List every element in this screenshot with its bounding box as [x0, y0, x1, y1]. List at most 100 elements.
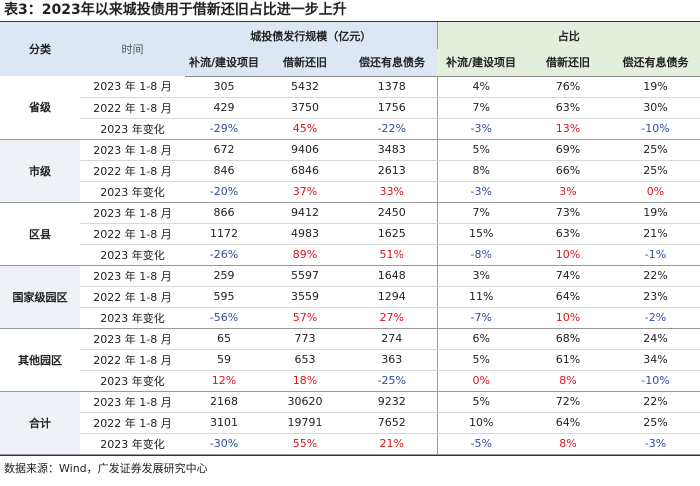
table-row: 2023 年变化 -26% 89% 51% -8% 10% -1%: [0, 244, 700, 266]
table-row: 2022 年 1-8 月 429 3750 1756 7% 63% 30%: [0, 97, 700, 119]
table-row: 2022 年 1-8 月 3101 19791 7652 10% 64% 25%: [0, 412, 700, 434]
value-cell: 21%: [347, 433, 437, 455]
value-cell: -2%: [611, 307, 700, 329]
column-header: 偿还有息债务: [611, 49, 700, 77]
column-header: 补流/建设项目: [437, 49, 525, 77]
value-cell: 68%: [525, 328, 611, 350]
value-cell: 8%: [525, 433, 611, 455]
table-row: 2022 年 1-8 月 1172 4983 1625 15% 63% 21%: [0, 223, 700, 245]
value-cell: 18%: [263, 370, 347, 392]
table-title: 表3：2023年以来城投债用于借新还旧占比进一步上升: [0, 0, 700, 22]
value-cell: 15%: [436, 223, 525, 245]
value-cell: 5432: [263, 76, 347, 98]
value-cell: 8%: [436, 160, 525, 182]
value-cell: -29%: [185, 118, 263, 140]
value-cell: -8%: [436, 244, 525, 266]
value-cell: 0%: [436, 370, 525, 392]
value-cell: 846: [185, 160, 263, 182]
value-cell: 5%: [436, 139, 525, 161]
value-cell: -7%: [436, 307, 525, 329]
time-label: 2022 年 1-8 月: [80, 223, 185, 245]
table-row: 其他园区 2023 年 1-8 月 65 773 274 6% 68% 24%: [0, 328, 700, 392]
value-cell: 7%: [436, 202, 525, 224]
value-cell: 1378: [347, 76, 437, 98]
value-cell: 3559: [263, 286, 347, 308]
table-row: 2023 年变化 -30% 55% 21% -5% 8% -3%: [0, 433, 700, 455]
value-cell: 10%: [525, 244, 611, 266]
time-label: 2023 年变化: [80, 181, 185, 203]
value-cell: 5%: [436, 391, 525, 413]
time-label: 2023 年变化: [80, 244, 185, 266]
time-label: 2022 年 1-8 月: [80, 349, 185, 371]
value-cell: 305: [185, 76, 263, 98]
value-cell: 672: [185, 139, 263, 161]
value-cell: 63%: [525, 97, 611, 119]
time-label: 2023 年 1-8 月: [80, 202, 185, 224]
value-cell: 57%: [263, 307, 347, 329]
header-time: 时间: [80, 22, 185, 76]
value-cell: 1648: [347, 265, 437, 287]
value-cell: -10%: [611, 370, 700, 392]
value-cell: 30%: [611, 97, 700, 119]
value-cell: 22%: [611, 391, 700, 413]
table-row: 市级 2023 年 1-8 月 672 9406 3483 5% 69% 25%: [0, 139, 700, 203]
value-cell: -26%: [185, 244, 263, 266]
source-note: 数据来源：Wind，广发证券发展研究中心: [0, 454, 700, 476]
value-cell: 259: [185, 265, 263, 287]
value-cell: 13%: [525, 118, 611, 140]
value-cell: 64%: [525, 412, 611, 434]
value-cell: 24%: [611, 328, 700, 350]
time-label: 2023 年 1-8 月: [80, 139, 185, 161]
value-cell: 45%: [263, 118, 347, 140]
value-cell: -56%: [185, 307, 263, 329]
column-header: 借新还旧: [263, 49, 347, 77]
time-label: 2023 年变化: [80, 118, 185, 140]
column-header: 偿还有息债务: [347, 49, 437, 77]
value-cell: 653: [263, 349, 347, 371]
value-cell: 2450: [347, 202, 437, 224]
value-cell: 74%: [525, 265, 611, 287]
value-cell: 9232: [347, 391, 437, 413]
value-cell: 76%: [525, 76, 611, 98]
group-label: 区县: [0, 202, 80, 266]
time-label: 2023 年 1-8 月: [80, 391, 185, 413]
value-cell: 21%: [611, 223, 700, 245]
value-cell: 1756: [347, 97, 437, 119]
column-header: 借新还旧: [525, 49, 611, 77]
time-label: 2023 年变化: [80, 370, 185, 392]
header-group: 城投债发行规模（亿元）: [185, 22, 437, 49]
column-header: 补流/建设项目: [185, 49, 263, 77]
value-cell: 25%: [611, 412, 700, 434]
value-cell: -5%: [436, 433, 525, 455]
table-row: 2022 年 1-8 月 59 653 363 5% 61% 34%: [0, 349, 700, 371]
group-label: 国家级园区: [0, 265, 80, 329]
table-row: 2023 年变化 12% 18% -25% 0% 8% -10%: [0, 370, 700, 392]
value-cell: -3%: [436, 181, 525, 203]
value-cell: 4%: [436, 76, 525, 98]
value-cell: -3%: [436, 118, 525, 140]
header-group: 占比: [436, 22, 700, 49]
value-cell: 773: [263, 328, 347, 350]
value-cell: 61%: [525, 349, 611, 371]
time-label: 2022 年 1-8 月: [80, 97, 185, 119]
table-row: 省级 2023 年 1-8 月 305 5432 1378 4% 76% 19%: [0, 76, 700, 140]
table-row: 2023 年变化 -29% 45% -22% -3% 13% -10%: [0, 118, 700, 140]
value-cell: 1625: [347, 223, 437, 245]
value-cell: -30%: [185, 433, 263, 455]
value-cell: 72%: [525, 391, 611, 413]
value-cell: 34%: [611, 349, 700, 371]
value-cell: 3101: [185, 412, 263, 434]
value-cell: 5%: [436, 349, 525, 371]
value-cell: 19791: [263, 412, 347, 434]
value-cell: 89%: [263, 244, 347, 266]
table-row: 2022 年 1-8 月 595 3559 1294 11% 64% 23%: [0, 286, 700, 308]
time-label: 2023 年变化: [80, 433, 185, 455]
value-cell: 66%: [525, 160, 611, 182]
group-label: 市级: [0, 139, 80, 203]
value-cell: 3%: [436, 265, 525, 287]
data-table: 分类 时间 城投债发行规模（亿元） 占比 补流/建设项目 借新还旧 偿还有息债务 补流…: [0, 22, 700, 455]
value-cell: 274: [347, 328, 437, 350]
value-cell: 11%: [436, 286, 525, 308]
value-cell: 595: [185, 286, 263, 308]
